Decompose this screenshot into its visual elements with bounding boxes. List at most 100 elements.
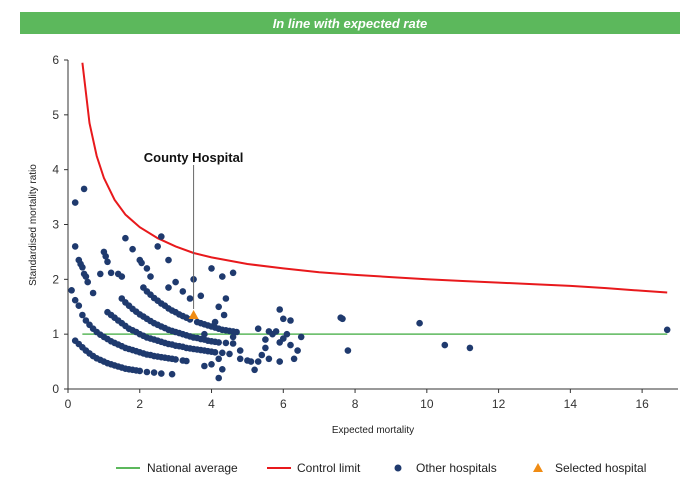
y-tick-label: 5 <box>52 108 59 122</box>
hospital-point <box>122 234 129 242</box>
selected-hospital-label: County Hospital <box>144 150 244 165</box>
hospital-point <box>129 245 136 253</box>
hospital-point <box>254 325 262 333</box>
hospital-point <box>165 256 172 264</box>
hospital-point <box>276 358 284 365</box>
legend-other-hospitals-swatch <box>394 464 402 472</box>
hospital-point <box>75 302 83 310</box>
hospital-point <box>71 243 79 250</box>
legend: National average Control limit Other hos… <box>116 461 646 475</box>
x-tick-label: 10 <box>420 397 434 411</box>
status-banner: In line with expected rate <box>20 12 680 34</box>
selected-hospital-series: County Hospital <box>144 150 244 319</box>
control-limit-line <box>81 62 668 294</box>
hospital-point <box>211 318 219 326</box>
hospital-point <box>165 284 172 291</box>
x-axis-label: Expected mortality <box>332 425 414 436</box>
legend-other-hospitals-label: Other hospitals <box>416 461 497 475</box>
legend-selected-hospital-label: Selected hospital <box>555 461 646 475</box>
hospital-point <box>219 366 226 373</box>
y-tick-label: 6 <box>52 53 59 67</box>
hospital-point <box>215 374 222 382</box>
legend-control-limit-label: Control limit <box>297 461 361 475</box>
other-hospitals-series <box>68 185 671 382</box>
hospital-point <box>158 370 165 377</box>
hospital-point <box>219 273 226 280</box>
hospital-point <box>441 341 449 349</box>
x-tick-label: 12 <box>492 397 506 411</box>
hospital-point <box>172 356 179 363</box>
hospital-point <box>68 287 75 294</box>
hospital-point <box>663 326 671 334</box>
hospital-point <box>254 358 262 365</box>
x-tick-label: 0 <box>65 397 72 411</box>
hospital-point <box>229 269 237 277</box>
hospital-point <box>344 347 352 354</box>
y-tick-label: 3 <box>52 218 59 232</box>
hospital-point <box>168 370 176 378</box>
hospital-point <box>262 344 269 352</box>
hospital-point <box>251 366 258 374</box>
hospital-point <box>280 315 287 323</box>
hospital-point <box>219 349 226 357</box>
axes <box>64 59 678 393</box>
y-tick-label: 2 <box>52 272 59 286</box>
hospital-point <box>215 355 222 363</box>
hospital-point <box>118 273 126 280</box>
hospital-point <box>84 278 91 286</box>
hospital-point <box>262 336 269 343</box>
hospital-point <box>220 311 228 319</box>
hospital-point <box>154 243 161 250</box>
legend-selected-hospital-swatch <box>533 463 543 472</box>
hospital-point <box>172 278 179 286</box>
x-tick-label: 8 <box>352 397 359 411</box>
status-banner-text: In line with expected rate <box>272 15 428 31</box>
hospital-point <box>138 259 145 267</box>
hospital-point <box>222 339 230 347</box>
control-limit-series <box>81 62 668 294</box>
hospital-point <box>201 362 208 370</box>
hospital-point <box>97 270 104 278</box>
hospital-point <box>280 335 287 342</box>
hospital-point <box>236 355 244 363</box>
hospital-point <box>183 357 190 365</box>
hospital-point <box>71 199 79 206</box>
hospital-point <box>287 341 294 349</box>
hospital-point <box>339 315 346 323</box>
y-tick-label: 4 <box>52 163 59 177</box>
hospital-point <box>197 292 205 300</box>
hospital-point <box>102 252 109 260</box>
x-tick-label: 2 <box>136 397 143 411</box>
hospital-point <box>104 258 111 266</box>
hospital-point <box>272 328 280 335</box>
hospital-point <box>211 349 219 356</box>
hospital-point <box>290 355 298 363</box>
x-tick-label: 16 <box>635 397 649 411</box>
hospital-point <box>79 264 86 271</box>
x-tick-labels: 0 2 4 6 8 10 12 14 16 <box>65 397 649 411</box>
hospital-point <box>179 288 187 295</box>
hospital-point <box>158 233 165 240</box>
hospital-point <box>416 319 423 327</box>
hospital-point <box>150 369 158 376</box>
y-tick-labels: 0 1 2 3 4 5 6 <box>52 53 59 396</box>
x-tick-label: 6 <box>280 397 287 411</box>
hospital-point <box>229 340 237 347</box>
selected-hospital-point <box>188 309 199 319</box>
hospital-point <box>208 265 215 272</box>
hospital-point <box>186 295 194 302</box>
hospital-point <box>466 344 474 352</box>
hospital-point <box>229 333 237 341</box>
y-axis-label: Standardised mortality ratio <box>28 164 39 286</box>
hospital-point <box>79 311 86 319</box>
hospital-point <box>147 273 154 280</box>
hospital-point <box>297 333 305 341</box>
hospital-point <box>208 361 215 368</box>
hospital-point <box>143 265 151 272</box>
hospital-point <box>215 303 222 311</box>
hospital-point <box>201 330 208 338</box>
hospital-point <box>276 306 284 313</box>
y-tick-label: 0 <box>52 382 59 396</box>
hospital-point <box>222 295 230 302</box>
